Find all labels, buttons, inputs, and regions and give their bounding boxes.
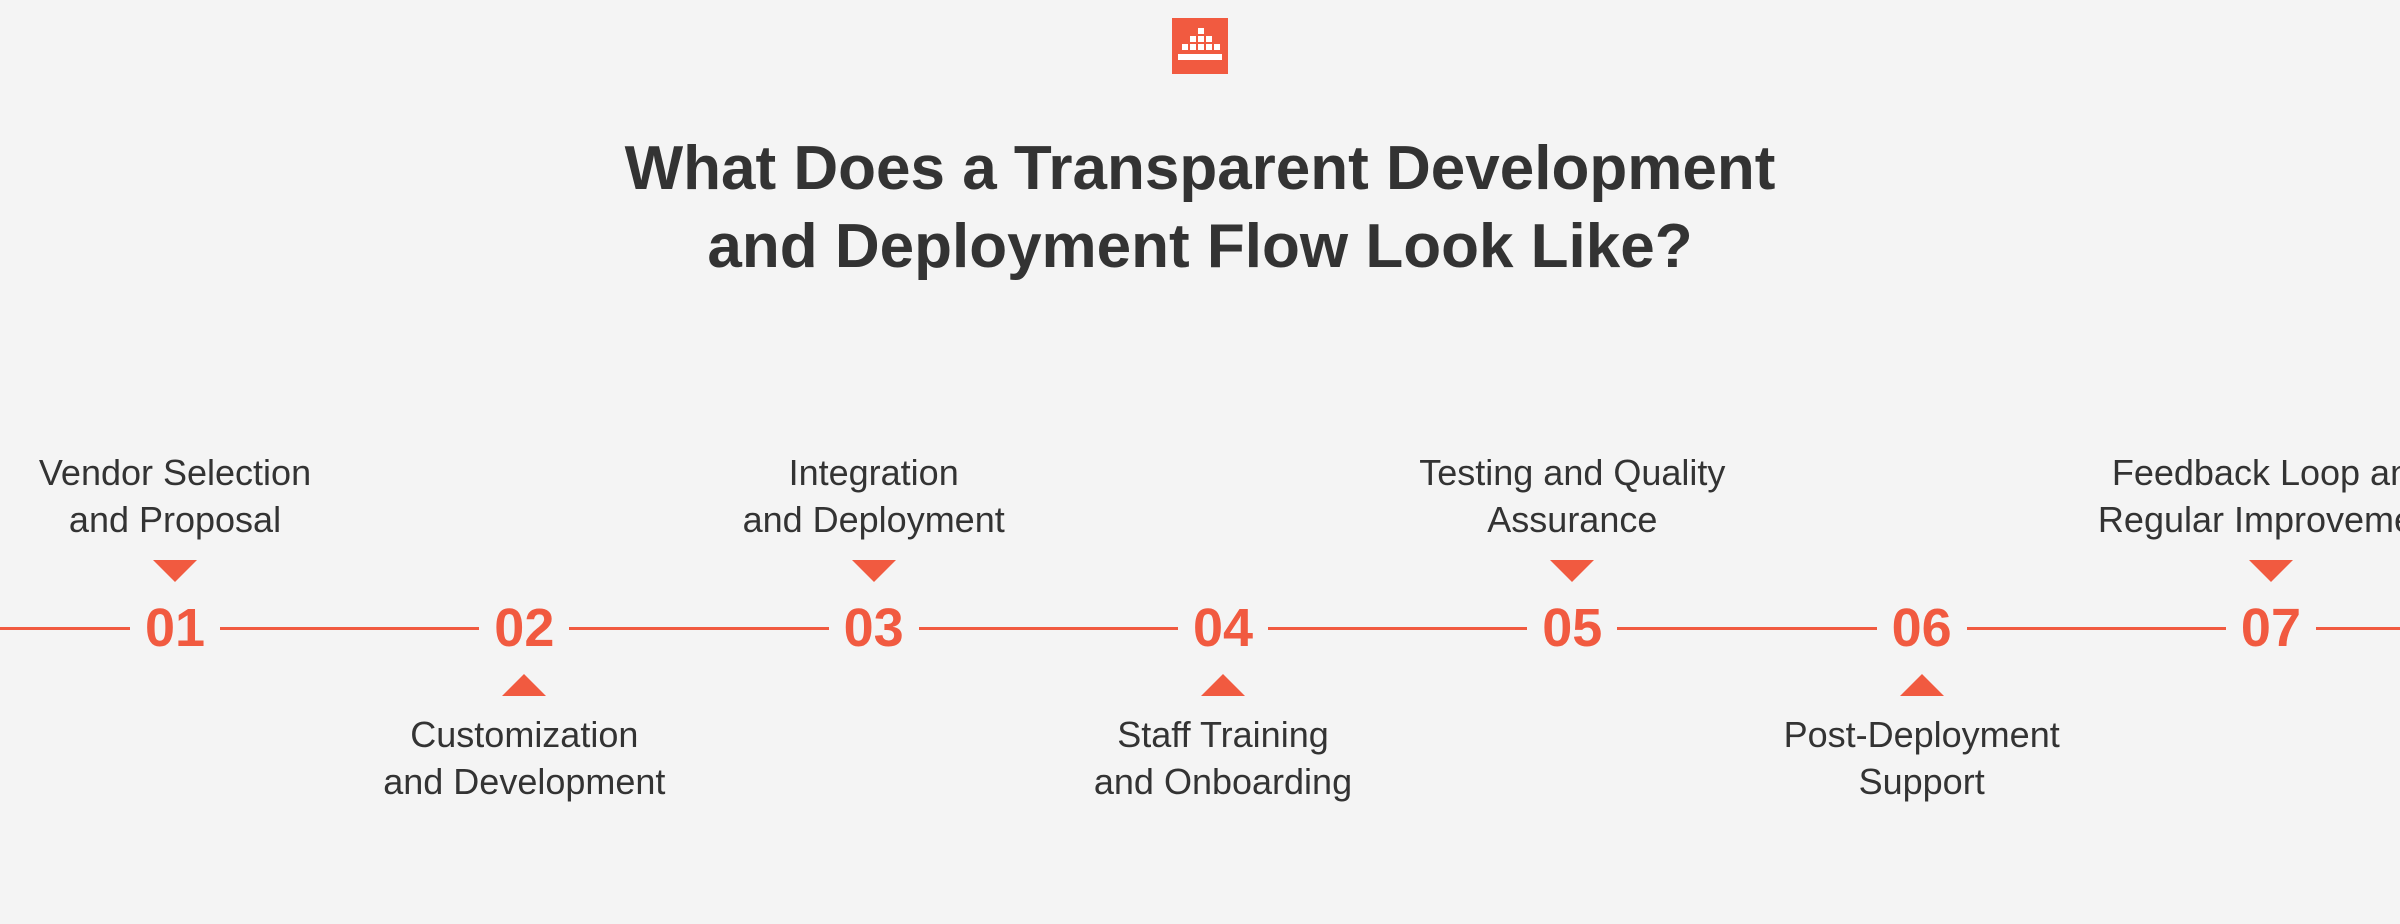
brand-logo: [1172, 18, 1228, 74]
timeline: 01020304050607 Vendor Selection and Prop…: [0, 378, 2400, 798]
step-label: Testing and Quality Assurance: [1362, 450, 1782, 544]
step-label: Customization and Development: [314, 712, 734, 806]
step-label: Staff Training and Onboarding: [1013, 712, 1433, 806]
arrow-down-icon: [153, 560, 197, 582]
arrow-down-icon: [2249, 560, 2293, 582]
step-label: Post-Deployment Support: [1712, 712, 2132, 806]
arrow-down-icon: [1550, 560, 1594, 582]
step-label: Integration and Deployment: [664, 450, 1084, 544]
page-title: What Does a Transparent Development and …: [0, 130, 2400, 285]
arrow-up-icon: [1900, 674, 1944, 696]
step-label: Vendor Selection and Proposal: [0, 450, 385, 544]
step-label: Feedback Loop and Regular Improvement: [2061, 450, 2400, 544]
arrow-up-icon: [1201, 674, 1245, 696]
arrow-up-icon: [502, 674, 546, 696]
arrow-down-icon: [852, 560, 896, 582]
timeline-labels: Vendor Selection and ProposalCustomizati…: [0, 378, 2400, 798]
